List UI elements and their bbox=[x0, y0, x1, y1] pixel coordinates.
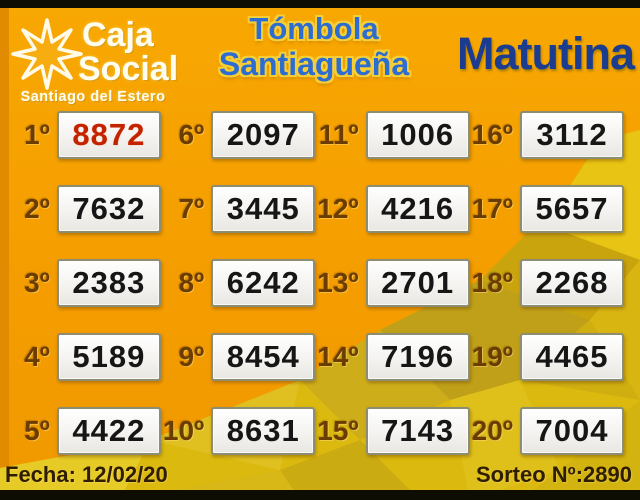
draw-number: Sorteo Nº:2890 bbox=[476, 462, 632, 488]
result-position: 14º bbox=[317, 341, 359, 372]
result-cell: 10º 8631 bbox=[163, 394, 317, 468]
letterbox-bottom bbox=[0, 490, 640, 500]
date-label: Fecha: bbox=[5, 462, 76, 487]
letterbox-top bbox=[0, 0, 640, 8]
result-cell: 17º 5657 bbox=[472, 172, 626, 246]
result-position: 3º bbox=[24, 267, 50, 298]
result-number-box: 6242 bbox=[211, 259, 316, 307]
brand-name-line1: Caja bbox=[82, 16, 154, 54]
brand-name-line2: Social bbox=[78, 50, 179, 88]
result-number-box: 8454 bbox=[211, 333, 316, 381]
title-line2: Santiagueña bbox=[218, 45, 410, 82]
title-line1: Tómbola bbox=[249, 11, 379, 46]
result-number-box: 8631 bbox=[211, 407, 316, 455]
result-position: 17º bbox=[471, 193, 513, 224]
result-cell: 7º 3445 bbox=[163, 172, 317, 246]
draw-date: Fecha: 12/02/20 bbox=[5, 462, 168, 488]
result-cell: 5º 4422 bbox=[10, 394, 163, 468]
result-number-box: 5189 bbox=[56, 333, 161, 381]
page-title: Tómbola Santiagueña bbox=[186, 11, 442, 83]
result-number-box: 3112 bbox=[520, 111, 624, 159]
result-position: 2º bbox=[24, 193, 50, 224]
result-position: 16º bbox=[471, 119, 513, 150]
result-cell: 13º 2701 bbox=[317, 246, 471, 320]
result-cell: 16º 3112 bbox=[472, 98, 626, 172]
result-cell: 8º 6242 bbox=[163, 246, 317, 320]
result-cell: 20º 7004 bbox=[472, 394, 626, 468]
result-number-box: 2383 bbox=[56, 259, 161, 307]
result-cell: 4º 5189 bbox=[10, 320, 163, 394]
result-number-box: 7143 bbox=[365, 407, 470, 455]
draw-value: 2890 bbox=[583, 462, 632, 487]
result-position: 12º bbox=[317, 193, 359, 224]
results-grid: 1º 8872 2º 7632 3º 2383 4º 5189 5º 4422 … bbox=[10, 98, 626, 468]
result-number-box: 7004 bbox=[520, 407, 624, 455]
edition-label: Matutina bbox=[457, 28, 635, 79]
result-number-box: 2701 bbox=[365, 259, 470, 307]
result-number-box: 3445 bbox=[211, 185, 316, 233]
result-position: 7º bbox=[178, 193, 205, 224]
result-number-box: 1006 bbox=[365, 111, 470, 159]
result-cell: 11º 1006 bbox=[317, 98, 471, 172]
result-number-box: 7632 bbox=[56, 185, 161, 233]
result-cell: 2º 7632 bbox=[10, 172, 163, 246]
result-position: 1º bbox=[24, 119, 50, 150]
result-cell: 18º 2268 bbox=[472, 246, 626, 320]
caja-social-logo: Caja Social Santiago del Estero bbox=[4, 10, 182, 106]
result-position: 4º bbox=[24, 341, 50, 372]
result-position: 9º bbox=[178, 341, 205, 372]
result-cell: 1º 8872 bbox=[10, 98, 163, 172]
result-position: 6º bbox=[178, 119, 205, 150]
result-cell: 9º 8454 bbox=[163, 320, 317, 394]
result-cell: 6º 2097 bbox=[163, 98, 317, 172]
result-position: 15º bbox=[317, 415, 359, 446]
result-cell: 3º 2383 bbox=[10, 246, 163, 320]
result-number-box: 4216 bbox=[365, 185, 470, 233]
result-position: 11º bbox=[318, 119, 359, 150]
result-cell: 15º 7143 bbox=[317, 394, 471, 468]
result-number-box: 5657 bbox=[520, 185, 624, 233]
result-number-box: 2097 bbox=[211, 111, 316, 159]
result-position: 19º bbox=[471, 341, 513, 372]
result-position: 5º bbox=[24, 415, 50, 446]
draw-label: Sorteo Nº: bbox=[476, 462, 584, 487]
brand-subtitle: Santiago del Estero bbox=[20, 89, 166, 105]
result-position: 20º bbox=[471, 415, 513, 446]
result-position: 10º bbox=[162, 415, 205, 446]
result-cell: 19º 4465 bbox=[472, 320, 626, 394]
result-number-box: 7196 bbox=[365, 333, 470, 381]
star-icon bbox=[11, 18, 83, 90]
result-number-box: 4465 bbox=[520, 333, 624, 381]
result-number-box: 2268 bbox=[520, 259, 624, 307]
result-cell: 12º 4216 bbox=[317, 172, 471, 246]
result-number-box: 8872 bbox=[56, 111, 161, 159]
result-position: 18º bbox=[471, 267, 513, 298]
result-cell: 14º 7196 bbox=[317, 320, 471, 394]
result-position: 8º bbox=[178, 267, 205, 298]
result-number-box: 4422 bbox=[56, 407, 161, 455]
result-position: 13º bbox=[317, 267, 359, 298]
date-value: 12/02/20 bbox=[82, 462, 168, 487]
